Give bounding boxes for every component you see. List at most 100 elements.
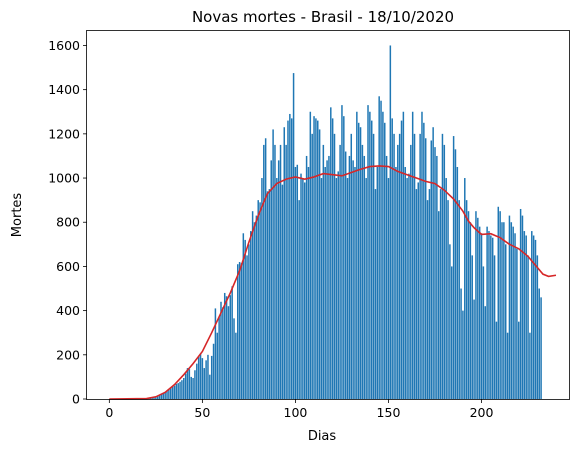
bar: [527, 255, 529, 399]
bar: [434, 147, 436, 399]
bar: [343, 116, 345, 400]
bar: [352, 160, 354, 399]
bar: [184, 373, 187, 399]
bar: [285, 144, 287, 399]
bar: [495, 321, 498, 399]
bar: [398, 133, 401, 399]
bar: [421, 111, 423, 399]
bar: [237, 264, 239, 399]
bar: [322, 144, 325, 399]
bar: [196, 363, 198, 399]
y-tick-label: 0: [72, 392, 80, 407]
trend-line: [109, 165, 557, 400]
bar: [231, 286, 233, 399]
bar: [361, 144, 364, 399]
bar: [363, 155, 366, 399]
bar: [272, 129, 274, 399]
bar: [225, 296, 228, 399]
bar: [274, 144, 276, 399]
bar: [460, 288, 462, 399]
bar: [212, 343, 215, 399]
bar: [376, 166, 379, 399]
bar: [478, 226, 481, 399]
bar: [298, 200, 300, 399]
bar: [384, 122, 386, 400]
bar: [521, 215, 524, 399]
bar: [261, 178, 263, 399]
bar: [155, 396, 157, 399]
bar: [171, 386, 174, 399]
bar: [493, 255, 496, 399]
bar: [387, 178, 390, 399]
bar: [439, 189, 442, 399]
bar: [346, 178, 349, 399]
bar: [464, 178, 466, 399]
bar: [540, 297, 542, 399]
bar: [488, 231, 490, 399]
bar: [156, 395, 159, 399]
bar: [324, 166, 326, 399]
bar: [491, 237, 494, 399]
bar: [490, 235, 492, 399]
bar: [229, 295, 232, 399]
bar: [525, 235, 527, 399]
bar: [170, 387, 172, 399]
bar: [303, 182, 306, 399]
bar: [246, 255, 248, 399]
bar: [233, 318, 235, 399]
bar: [209, 374, 211, 399]
bar: [317, 120, 319, 399]
bar: [318, 129, 321, 399]
bar: [179, 381, 181, 399]
bar: [465, 200, 468, 399]
bar: [181, 380, 183, 399]
bar: [205, 360, 207, 399]
bar: [451, 266, 453, 399]
bar: [473, 299, 475, 399]
bar: [441, 133, 444, 399]
bar: [160, 394, 163, 399]
bar: [164, 392, 166, 399]
bar: [430, 140, 433, 400]
bar: [397, 144, 399, 399]
bar: [227, 306, 230, 399]
bar: [484, 306, 486, 399]
bar: [462, 310, 464, 399]
y-tick-label: 600: [56, 259, 80, 274]
bar: [410, 144, 412, 399]
bar: [510, 222, 513, 399]
bar: [263, 144, 265, 399]
bar: [356, 111, 358, 399]
bar: [426, 200, 429, 399]
bar: [411, 111, 414, 399]
bar: [307, 166, 310, 399]
bar-series: [142, 45, 542, 400]
bar: [259, 202, 261, 399]
bar: [454, 149, 457, 399]
y-tick-label: 1600: [48, 38, 80, 53]
bar: [497, 206, 500, 399]
bar: [207, 354, 209, 399]
bar: [436, 155, 438, 399]
bar: [419, 133, 421, 399]
bar: [218, 317, 220, 399]
bar: [467, 211, 470, 399]
bar: [292, 73, 295, 399]
bar: [220, 301, 222, 399]
y-tick-label: 1000: [48, 171, 80, 186]
bar: [400, 120, 403, 399]
x-axis: 0 50 100 150 200: [105, 399, 494, 420]
bar: [302, 178, 304, 399]
bar: [311, 133, 313, 399]
bar: [370, 120, 373, 399]
bar: [335, 178, 338, 399]
bar: [538, 288, 540, 399]
bar: [367, 105, 369, 399]
chart-title: Novas mortes - Brasil - 18/10/2020: [192, 8, 454, 26]
bar: [203, 368, 205, 399]
bar: [415, 189, 418, 399]
bar: [238, 262, 241, 399]
bar: [499, 211, 501, 399]
bar: [382, 111, 384, 399]
bar: [378, 96, 380, 399]
